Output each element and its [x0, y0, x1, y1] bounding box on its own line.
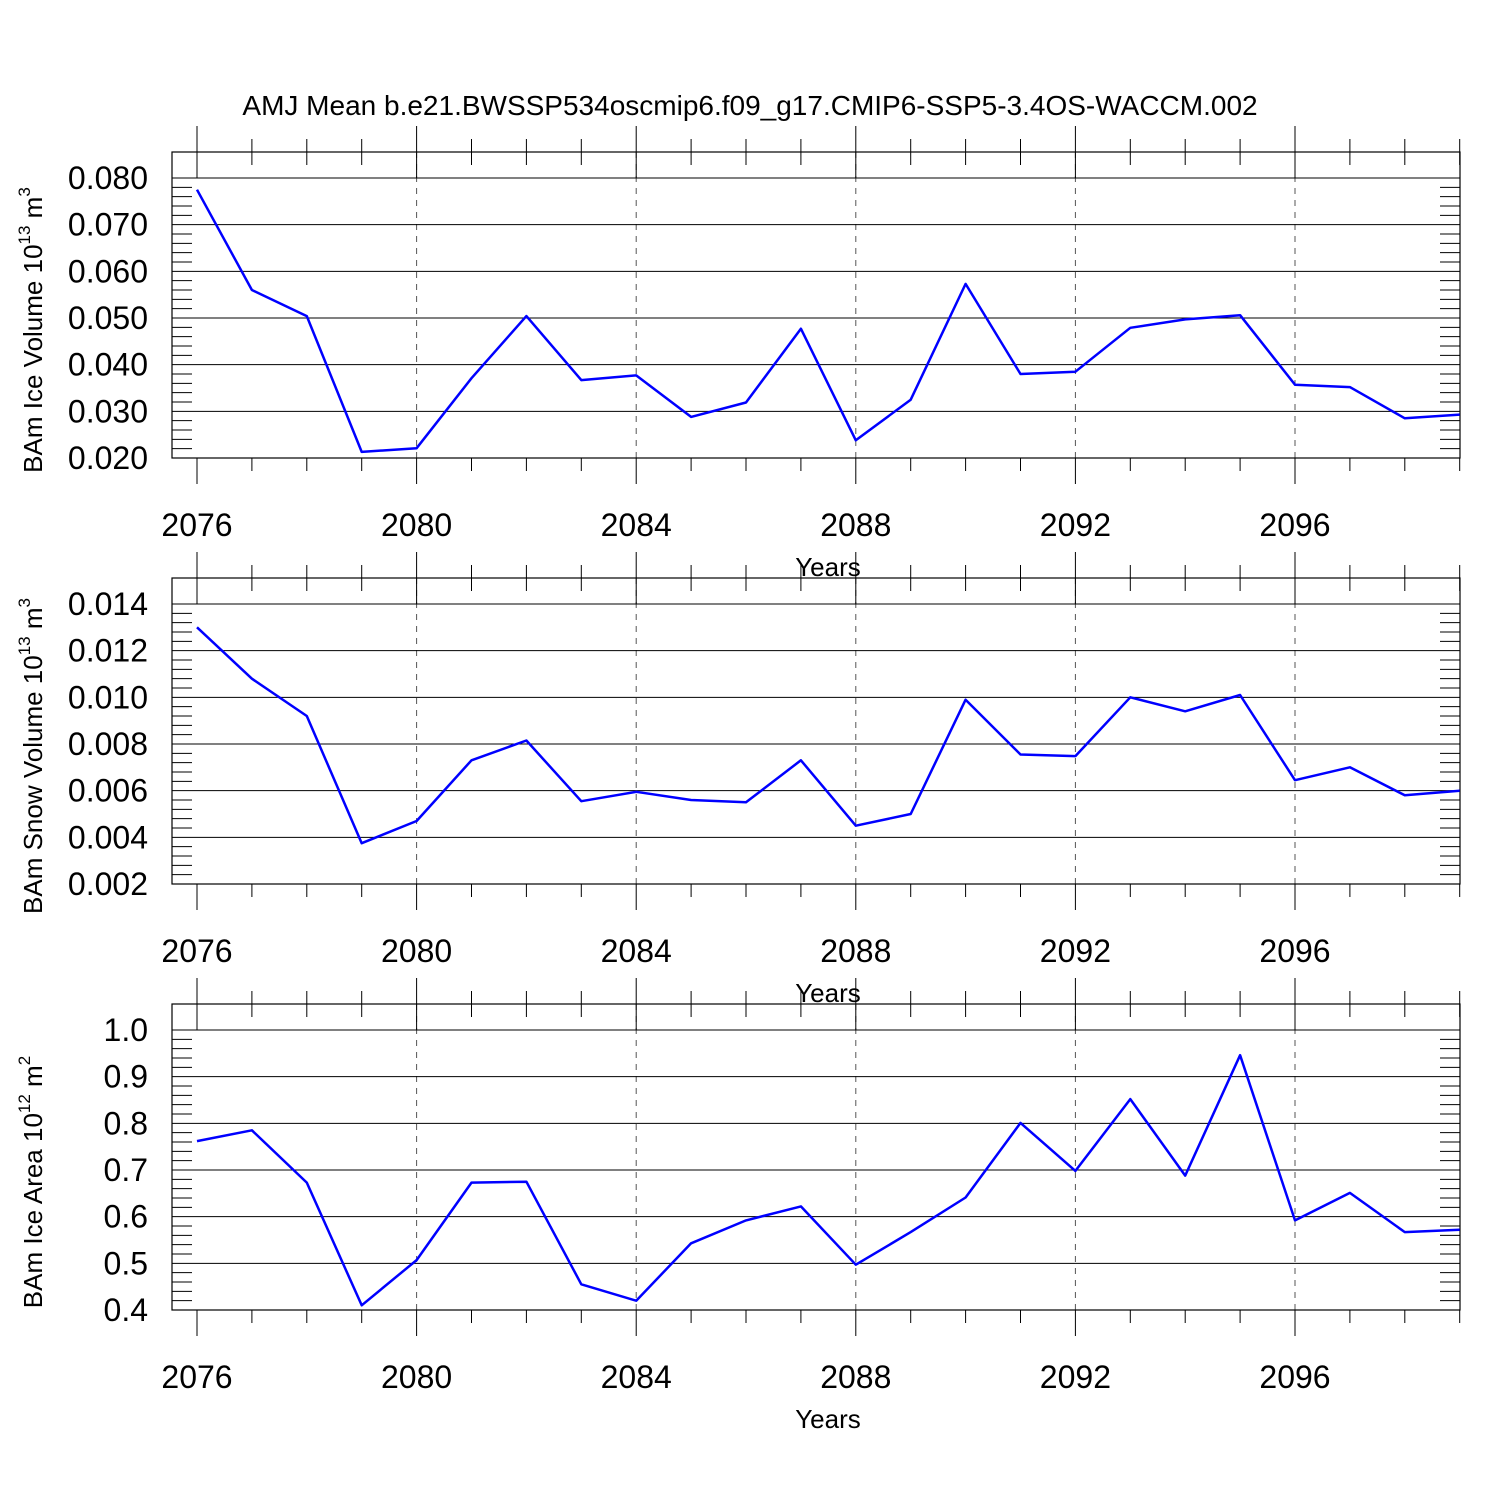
xtick-label: 2080 — [381, 507, 452, 543]
y-axis-title-text: BAm Ice Area 10 — [18, 1113, 48, 1308]
y-axis-title-unit: m — [18, 197, 48, 226]
ytick-label: 0.9 — [104, 1059, 148, 1095]
ytick-label: 0.080 — [68, 160, 148, 196]
y-axis-title-exponent: 13 — [15, 226, 34, 245]
xtick-label: 2080 — [381, 1359, 452, 1395]
xtick-label: 2096 — [1259, 507, 1330, 543]
y-axis-title-exponent: 13 — [15, 636, 34, 655]
y-axis-title-unit-exponent: 2 — [15, 1056, 34, 1065]
y-axis-title-unit-exponent: 3 — [15, 187, 34, 196]
ytick-label: 0.070 — [68, 207, 148, 243]
y-axis-title: BAm Ice Area 1012 m2 — [15, 1056, 48, 1308]
y-axis-title: BAm Ice Volume 1013 m3 — [15, 187, 48, 473]
ytick-label: 0.4 — [104, 1292, 148, 1328]
x-axis-title: Years — [795, 1404, 861, 1434]
series-line — [196, 1053, 1460, 1307]
xtick-label: 2076 — [161, 1359, 232, 1395]
ytick-label: 0.6 — [104, 1199, 148, 1235]
series-line — [196, 626, 1460, 845]
ytick-label: 0.010 — [68, 679, 148, 715]
xtick-label: 2084 — [601, 933, 672, 969]
xtick-label: 2076 — [161, 507, 232, 543]
panel-2: 0.002 0.004 0.006 0.008 0.010 0.012 0.014 2076 2… — [15, 552, 1461, 1008]
xtick-label: 2084 — [601, 1359, 672, 1395]
ytick-label: 0.060 — [68, 253, 148, 289]
ytick-label: 0.8 — [104, 1105, 148, 1141]
xtick-label: 2092 — [1040, 507, 1111, 543]
y-axis-title-unit: m — [18, 1065, 48, 1094]
ytick-label: 0.040 — [68, 347, 148, 383]
chart-title: AMJ Mean b.e21.BWSSP534oscmip6.f09_g17.C… — [242, 90, 1257, 121]
y-axis-title: BAm Snow Volume 1013 m3 — [15, 598, 48, 914]
xtick-label: 2096 — [1259, 933, 1330, 969]
ytick-label: 0.014 — [68, 586, 148, 622]
series-line — [195, 189, 1460, 454]
ytick-label: 0.008 — [68, 726, 148, 762]
ytick-label: 0.5 — [104, 1245, 148, 1281]
y-axis-title-exponent: 12 — [15, 1094, 34, 1113]
ytick-label: 0.030 — [68, 393, 148, 429]
ytick-label: 0.002 — [68, 866, 148, 902]
xtick-label: 2096 — [1259, 1359, 1330, 1395]
ytick-label: 0.012 — [68, 633, 148, 669]
y-axis-title-text: BAm Ice Volume 10 — [18, 244, 48, 472]
xtick-label: 2092 — [1040, 933, 1111, 969]
x-axis-title: Years — [795, 978, 861, 1008]
xtick-label: 2088 — [820, 1359, 891, 1395]
y-axis-title-unit: m — [18, 607, 48, 636]
ytick-label: 1.0 — [104, 1012, 148, 1048]
ytick-label: 0.006 — [68, 773, 148, 809]
x-axis-title: Years — [795, 552, 861, 582]
ytick-label: 0.050 — [68, 300, 148, 336]
panel-1: 0.020 0.030 0.040 0.050 0.060 0.070 0.080 2076 2… — [15, 126, 1461, 582]
xtick-label: 2088 — [820, 933, 891, 969]
xtick-label: 2088 — [820, 507, 891, 543]
y-axis-title-text: BAm Snow Volume 10 — [18, 655, 48, 914]
xtick-label: 2080 — [381, 933, 452, 969]
ytick-label: 0.020 — [68, 440, 148, 476]
xtick-label: 2092 — [1040, 1359, 1111, 1395]
y-axis-title-unit-exponent: 3 — [15, 598, 34, 607]
chart-panels: 0.020 0.030 0.040 0.050 0.060 0.070 0.080 2076 2… — [15, 126, 1461, 1434]
ytick-label: 0.004 — [68, 819, 148, 855]
xtick-label: 2084 — [601, 507, 672, 543]
panel-3: 0.4 0.5 0.6 0.7 0.8 0.9 1.0 2076 2080 2084 2088 209… — [15, 978, 1461, 1434]
ytick-label: 0.7 — [104, 1152, 148, 1188]
xtick-label: 2076 — [161, 933, 232, 969]
plot-frame — [171, 151, 1461, 459]
plot-frame — [171, 1003, 1461, 1311]
plot-frame — [171, 577, 1461, 885]
